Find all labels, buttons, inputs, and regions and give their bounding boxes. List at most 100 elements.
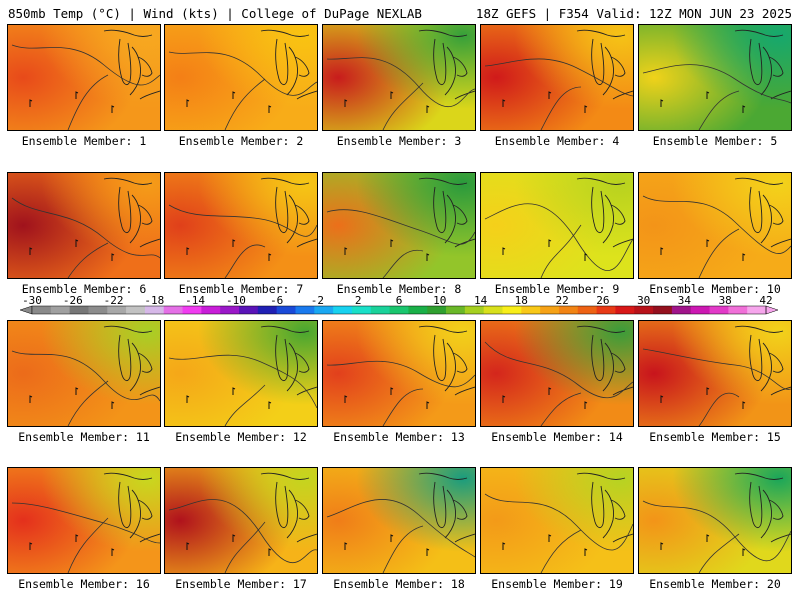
temperature-field [165, 173, 317, 278]
colorbar-tick-label: 34 [678, 296, 692, 307]
temperature-field [639, 321, 791, 426]
lake-outline [452, 352, 468, 373]
isotherm-line [484, 341, 633, 399]
colorbar-swatch [351, 306, 372, 314]
lake-outline [260, 325, 310, 333]
map-title: 850mb Temp (°C) | Wind (kts) | College o… [8, 6, 422, 21]
colorbar-swatch [615, 306, 635, 314]
lake-outline [610, 499, 626, 520]
colorbar-swatch [690, 306, 710, 314]
colorbar-tick-label: 18 [515, 296, 528, 307]
lake-outline [296, 533, 317, 543]
isotherm-line [540, 224, 582, 278]
colorbar-swatch [558, 306, 579, 314]
isotherm-line [11, 197, 160, 259]
ensemble-member-label: Ensemble Member: 16 [18, 577, 150, 591]
wind-barb [111, 548, 115, 556]
ensemble-member-map [480, 172, 634, 279]
lake-outline [612, 533, 633, 543]
lake-outline [275, 38, 289, 86]
wind-barb [742, 401, 746, 409]
wind-barb [344, 395, 348, 403]
wind-barb [232, 239, 236, 247]
lake-outline [275, 481, 289, 529]
isotherm-line [540, 529, 582, 573]
ensemble-member-map [480, 24, 634, 131]
isotherm-line [382, 388, 424, 426]
wind-barb [584, 548, 588, 556]
colorbar-swatch [88, 306, 108, 314]
colorbar-tick-label: -14 [185, 296, 205, 307]
ensemble-member-map [164, 320, 318, 427]
temperature-field [8, 25, 160, 130]
wind-barb [660, 395, 664, 403]
wind-barb [502, 99, 506, 107]
lake-outline [770, 238, 791, 248]
wind-barb [390, 387, 394, 395]
temperature-field [639, 25, 791, 130]
ensemble-member-label: Ensemble Member: 9 [494, 282, 620, 296]
colorbar-swatch [634, 306, 654, 314]
lake-outline [760, 194, 772, 244]
lake-outline [734, 472, 784, 480]
temperature-field [8, 173, 160, 278]
colorbar-tick-label: -10 [226, 296, 246, 307]
wind-barb [584, 105, 588, 113]
isotherm-line [11, 502, 160, 544]
ensemble-member-label: Ensemble Member: 4 [494, 134, 620, 148]
ensemble-member-label: Ensemble Member: 3 [336, 134, 462, 148]
colorbar-swatch [50, 306, 71, 314]
wind-barb [75, 91, 79, 99]
lake-outline [444, 489, 456, 539]
lake-outline [286, 194, 298, 244]
temperature-field [481, 468, 633, 573]
ensemble-member-label: Ensemble Member: 15 [649, 430, 781, 444]
ensemble-member-map [480, 320, 634, 427]
lake-outline [452, 56, 468, 77]
ensemble-member-map [480, 467, 634, 574]
wind-barb [75, 387, 79, 395]
colorbar-swatch [144, 306, 165, 314]
colorbar-swatch [446, 306, 466, 314]
lake-outline [602, 489, 614, 539]
lake-outline [576, 325, 626, 333]
lake-outline [452, 499, 468, 520]
ensemble-member-map [322, 24, 476, 131]
lake-outline [433, 38, 447, 86]
ensemble-member-map [322, 172, 476, 279]
colorbar-swatch [182, 306, 202, 314]
lake-outline [433, 334, 447, 382]
lake-outline [433, 481, 447, 529]
lake-outline [296, 90, 317, 100]
wind-barb [548, 239, 552, 247]
wind-barb [75, 239, 79, 247]
lake-outline [612, 90, 633, 100]
colorbar-swatch [220, 306, 240, 314]
isotherm-line [326, 499, 475, 558]
lake-outline [452, 204, 468, 225]
wind-barb [390, 534, 394, 542]
lake-outline [602, 194, 614, 244]
lake-outline [591, 481, 605, 529]
ensemble-member-map [164, 172, 318, 279]
wind-barb [660, 247, 664, 255]
lake-outline [137, 352, 153, 373]
wind-barb [186, 247, 190, 255]
lake-outline [612, 238, 633, 248]
temperature-field [165, 468, 317, 573]
temperature-field [8, 321, 160, 426]
isotherm-line [642, 64, 791, 104]
lake-outline [591, 186, 605, 234]
ensemble-member-label: Ensemble Member: 8 [336, 282, 462, 296]
wind-barb [111, 253, 115, 261]
wind-barb [186, 99, 190, 107]
lake-outline [294, 204, 310, 225]
wind-barb [706, 239, 710, 247]
lake-outline [139, 90, 160, 100]
wind-barb [344, 542, 348, 550]
lake-outline [294, 56, 310, 77]
lake-outline [118, 481, 132, 529]
colorbar-tick-label: 2 [355, 296, 362, 307]
colorbar-swatch [333, 306, 353, 314]
lake-outline [610, 352, 626, 373]
